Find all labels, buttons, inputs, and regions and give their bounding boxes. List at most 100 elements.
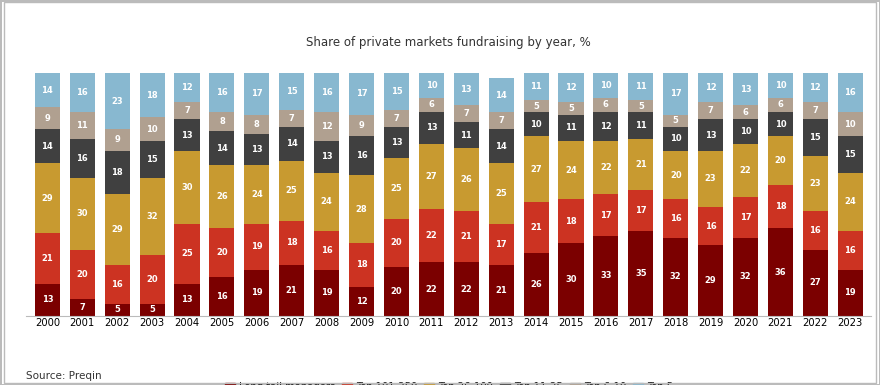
Bar <box>245 73 269 114</box>
Bar <box>70 299 95 316</box>
Text: 6: 6 <box>429 100 435 109</box>
Bar <box>279 110 304 127</box>
Bar <box>733 238 758 316</box>
Bar <box>559 102 583 114</box>
Bar <box>245 114 269 134</box>
Text: 16: 16 <box>320 246 333 255</box>
Text: Source: Preqin: Source: Preqin <box>26 371 102 381</box>
Bar <box>454 73 479 105</box>
Text: 23: 23 <box>112 97 123 105</box>
Text: 15: 15 <box>845 150 856 159</box>
Bar <box>174 73 200 102</box>
Bar <box>768 228 793 316</box>
Bar <box>105 304 129 316</box>
Bar <box>419 73 444 97</box>
Bar <box>803 119 828 156</box>
Text: 16: 16 <box>356 151 368 160</box>
Bar <box>174 224 200 284</box>
Bar <box>524 202 548 253</box>
Text: 5: 5 <box>568 104 574 113</box>
Text: 36: 36 <box>774 268 786 276</box>
Bar <box>838 136 862 173</box>
Bar <box>140 73 165 117</box>
Text: 12: 12 <box>705 83 716 92</box>
Text: 16: 16 <box>845 246 856 255</box>
Text: 32: 32 <box>670 273 681 281</box>
Text: 13: 13 <box>705 131 716 140</box>
Text: 12: 12 <box>565 83 577 92</box>
Text: 16: 16 <box>670 214 682 223</box>
Bar <box>279 73 304 110</box>
Text: 6: 6 <box>603 100 609 109</box>
Bar <box>349 175 374 243</box>
Bar <box>524 100 548 112</box>
Text: 7: 7 <box>184 106 190 115</box>
Text: 9: 9 <box>359 121 364 130</box>
Text: 17: 17 <box>356 89 367 99</box>
Bar <box>803 211 828 250</box>
Bar <box>105 194 129 265</box>
Bar <box>733 144 758 197</box>
Bar <box>349 286 374 316</box>
Bar <box>768 185 793 228</box>
Text: 9: 9 <box>45 114 50 123</box>
Bar <box>733 197 758 238</box>
Bar <box>454 105 479 122</box>
Text: 16: 16 <box>320 88 333 97</box>
Text: 21: 21 <box>460 233 473 241</box>
Bar <box>314 231 339 270</box>
Text: 29: 29 <box>112 225 123 234</box>
Bar <box>524 136 548 202</box>
Bar <box>70 73 95 112</box>
Bar <box>209 228 234 277</box>
Bar <box>698 102 723 119</box>
Bar <box>35 129 60 163</box>
Bar <box>140 141 165 177</box>
Bar <box>245 166 269 224</box>
Bar <box>524 112 548 136</box>
Bar <box>384 267 409 316</box>
Bar <box>698 119 723 151</box>
Text: 11: 11 <box>460 131 473 140</box>
Text: 11: 11 <box>530 82 542 91</box>
Text: 24: 24 <box>565 166 577 175</box>
Bar <box>105 265 129 304</box>
Bar <box>245 224 269 270</box>
Text: 13: 13 <box>321 152 333 161</box>
Bar <box>384 158 409 219</box>
Text: 21: 21 <box>286 286 297 295</box>
Bar <box>140 117 165 141</box>
Text: 16: 16 <box>77 154 88 162</box>
Text: 23: 23 <box>705 174 716 183</box>
Bar <box>245 134 269 166</box>
Text: 13: 13 <box>181 131 193 140</box>
Text: 22: 22 <box>425 231 437 240</box>
Text: 13: 13 <box>740 85 752 94</box>
Bar <box>593 194 619 236</box>
Text: 22: 22 <box>740 166 752 175</box>
Text: 10: 10 <box>531 120 542 129</box>
Text: 18: 18 <box>565 217 576 226</box>
Text: 12: 12 <box>356 297 368 306</box>
Bar <box>803 156 828 211</box>
Legend: Long tail managers, Top 101-250, Top 26-100, Top 11-25, Top 6-10, Top 5: Long tail managers, Top 101-250, Top 26-… <box>221 378 677 385</box>
Bar <box>384 219 409 267</box>
Text: 26: 26 <box>530 280 542 289</box>
Text: 16: 16 <box>216 88 228 97</box>
Text: 8: 8 <box>254 120 260 129</box>
Bar <box>174 102 200 119</box>
Bar <box>524 253 548 316</box>
Bar <box>349 114 374 136</box>
Text: 5: 5 <box>638 102 644 110</box>
Bar <box>454 149 479 211</box>
Text: 17: 17 <box>251 89 262 99</box>
Text: 14: 14 <box>41 86 53 95</box>
Text: 7: 7 <box>708 106 714 115</box>
Text: 6: 6 <box>743 107 749 117</box>
Text: 23: 23 <box>810 179 821 188</box>
Bar <box>768 136 793 185</box>
Text: 27: 27 <box>810 278 821 288</box>
Bar <box>419 262 444 316</box>
Bar <box>384 73 409 110</box>
Bar <box>105 129 129 151</box>
